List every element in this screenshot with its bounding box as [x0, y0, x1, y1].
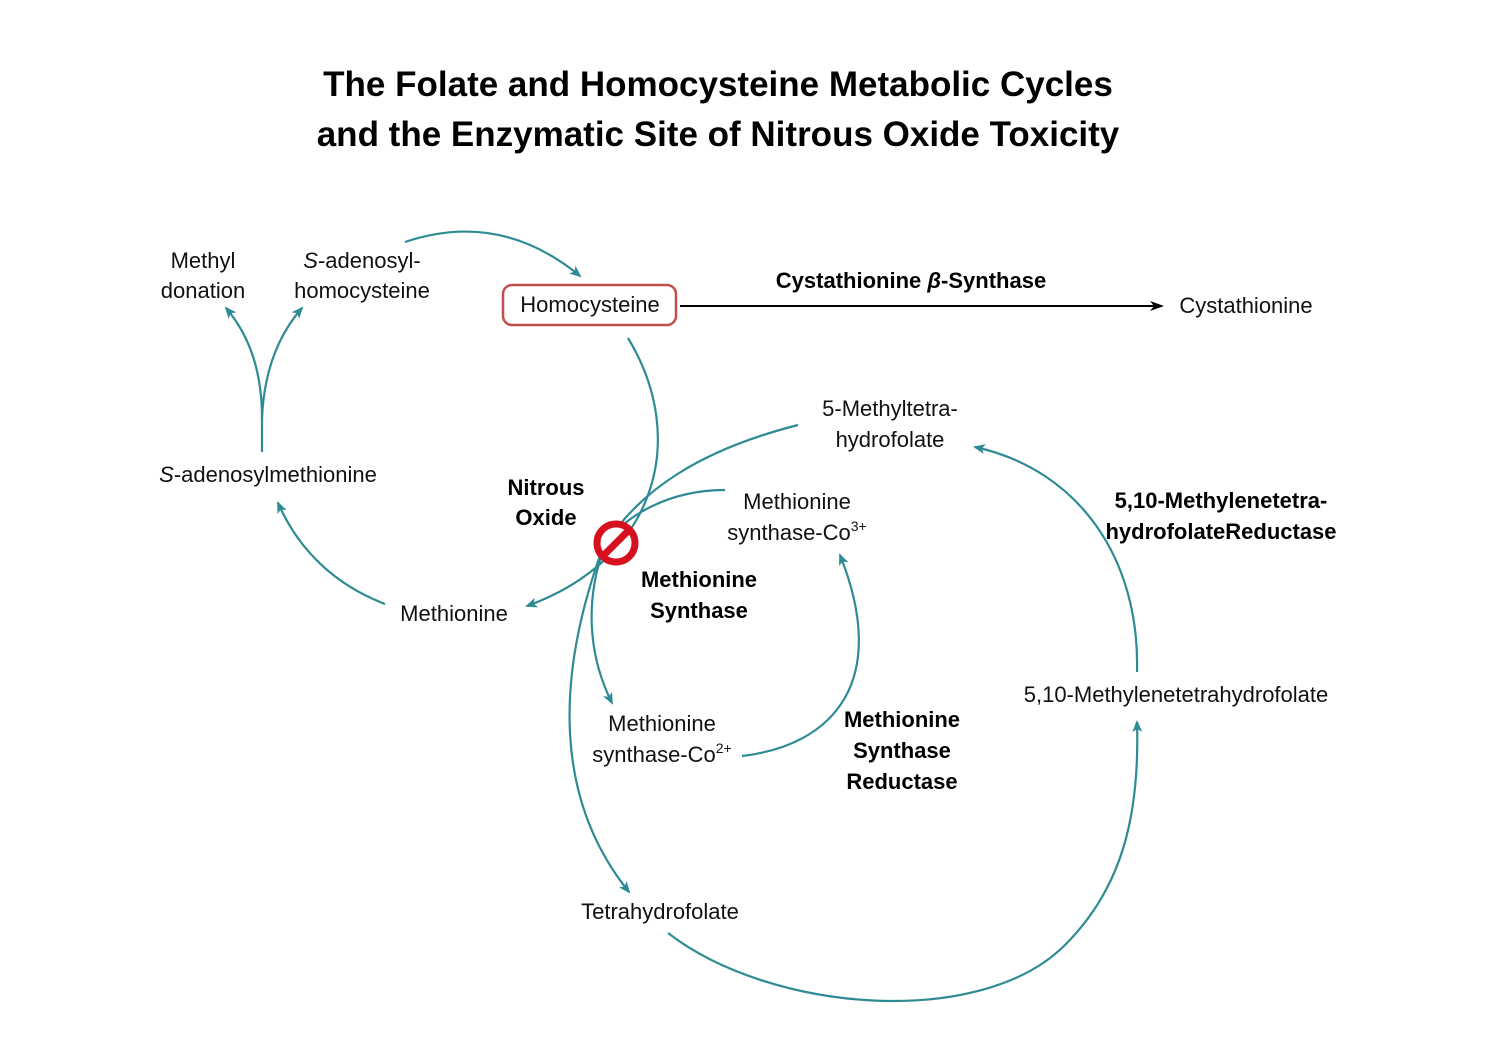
node-methyl-donation-line-2: donation — [161, 278, 245, 303]
enzyme-cbs: Cystathionine β-Synthase — [776, 268, 1046, 293]
arc-sam-to-methyl-donation — [224, 306, 264, 452]
node-sah-line-2: homocysteine — [294, 278, 430, 303]
title-line-1: The Folate and Homocysteine Metabolic Cy… — [323, 65, 1113, 104]
node-sam: S-adenosylmethionine — [159, 462, 377, 487]
enzyme-cbs-pre: Cystathionine — [776, 268, 928, 293]
arc-sah-to-homocysteine — [404, 230, 582, 278]
node-ms-co2-line-1: Methionine — [608, 711, 716, 736]
enzyme-cbs-post: -Synthase — [941, 268, 1046, 293]
enzyme-mthfr-line-1: 5,10-Methylenetetra- — [1115, 488, 1328, 513]
node-ms-co3-line-1: Methionine — [743, 489, 851, 514]
node-ms-co3-sup: 3+ — [851, 518, 867, 534]
node-sam-italic: S — [159, 462, 174, 487]
enzyme-methionine-synthase-line-2: Synthase — [650, 598, 748, 623]
node-ms-co3-label: synthase-Co — [727, 520, 851, 545]
node-sam-rest: -adenosylmethionine — [174, 462, 377, 487]
node-methylene-thf: 5,10-Methylenetetrahydrofolate — [1024, 682, 1329, 707]
node-methionine: Methionine — [400, 601, 508, 626]
node-ms-co2-sup: 2+ — [716, 740, 732, 756]
enzyme-nitrous-oxide-line-2: Oxide — [515, 505, 576, 530]
node-cystathionine: Cystathionine — [1179, 293, 1312, 318]
enzyme-ms-reductase-line-1: Methionine — [844, 707, 960, 732]
node-methyl-donation-line-1: Methyl — [171, 248, 236, 273]
arc-sam-to-sah — [260, 306, 304, 419]
arc-thf-to-methylene-thf — [667, 720, 1143, 1003]
node-homocysteine: Homocysteine — [520, 292, 659, 317]
enzyme-ms-reductase-line-3: Reductase — [846, 769, 957, 794]
node-ms-co2-line-2: synthase-Co2+ — [592, 740, 731, 767]
arc-methylene-thf-to-5-methyl-thf — [973, 444, 1139, 673]
enzyme-methionine-synthase-line-1: Methionine — [641, 567, 757, 592]
node-5-methyl-thf-line-1: 5-Methyltetra- — [822, 396, 958, 421]
arc-to-co2 — [590, 547, 613, 705]
arc-to-tetrahydrofolate — [568, 549, 631, 894]
node-sah-line-1: S-adenosyl- — [303, 248, 420, 273]
arc-methionine-to-sam — [276, 501, 386, 606]
enzyme-ms-reductase-line-2: Synthase — [853, 738, 951, 763]
no-entry-icon — [593, 520, 639, 566]
node-ms-co2-label: synthase-Co — [592, 742, 716, 767]
arc-co2-to-co3 — [741, 553, 860, 758]
node-5-methyl-thf-line-2: hydrofolate — [836, 427, 945, 452]
enzyme-cbs-greek: β — [926, 268, 941, 293]
arc-homocysteine-to-methionine — [525, 337, 659, 608]
node-sah-italic: S — [303, 248, 318, 273]
homocysteine-highlight-box — [501, 283, 678, 327]
node-sah-line-1-rest: -adenosyl- — [318, 248, 421, 273]
enzyme-mthfr-line-2: hydrofolateReductase — [1105, 519, 1336, 544]
node-tetrahydrofolate: Tetrahydrofolate — [581, 899, 739, 924]
node-ms-co3-line-2: synthase-Co3+ — [727, 518, 866, 545]
enzyme-nitrous-oxide-line-1: Nitrous — [508, 475, 585, 500]
title-line-2: and the Enzymatic Site of Nitrous Oxide … — [317, 115, 1120, 154]
